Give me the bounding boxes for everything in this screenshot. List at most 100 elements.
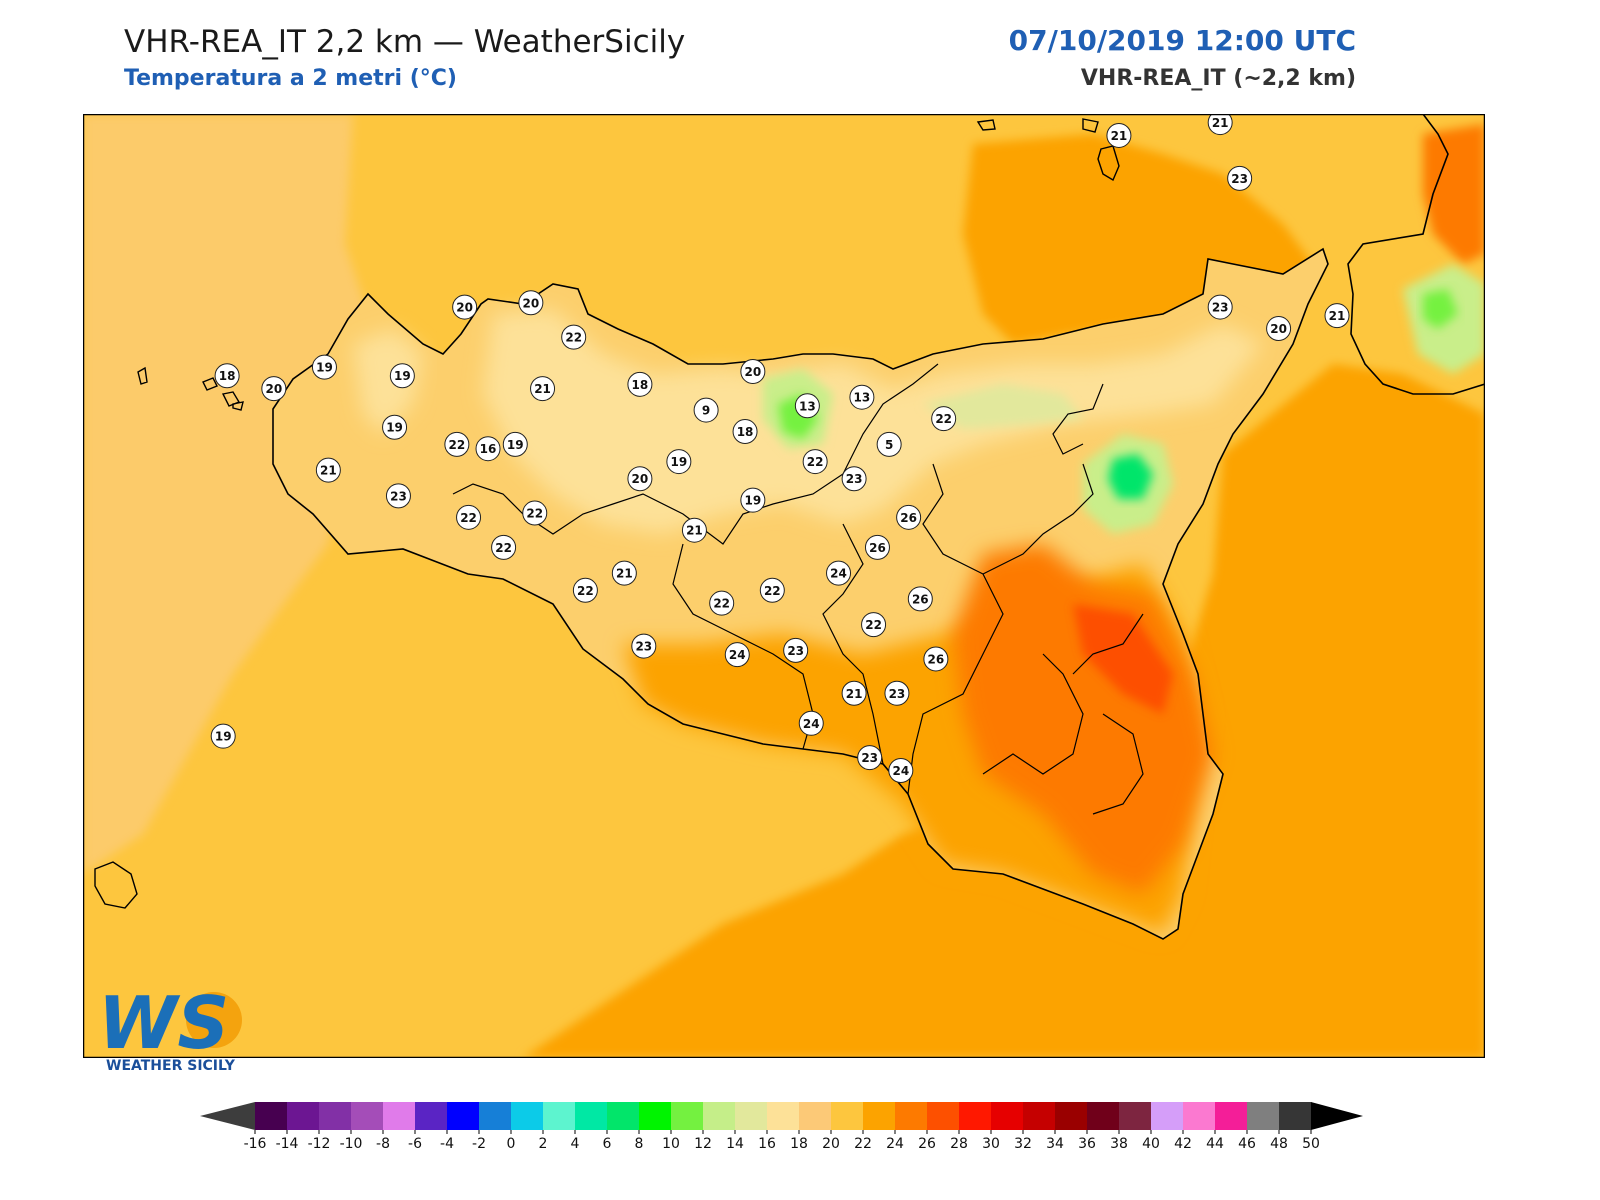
temperature-map: 21 21 23 20 20 22 23 21 20 18 19 19 20 21 18 9 20 13 13 22 1…: [83, 114, 1485, 1058]
marettimo-island: [137, 366, 148, 385]
colorbar-tick-label: 50: [1302, 1136, 1320, 1152]
temperature-label: 22: [759, 577, 785, 603]
temperature-label: 19: [382, 414, 408, 440]
temperature-label-value: 22: [713, 597, 730, 611]
temperature-label: 26: [896, 504, 922, 530]
temperature-label-marker: [210, 723, 236, 749]
colorbar-swatch: [447, 1102, 480, 1130]
temperature-label: 18: [732, 419, 758, 445]
temperature-label-marker: [522, 500, 548, 526]
temperature-label-marker: [740, 487, 766, 513]
temperature-label-value: 23: [635, 640, 652, 654]
temperature-label-value: 20: [456, 301, 473, 315]
colorbar-swatch: [607, 1102, 640, 1130]
temperature-label-value: 9: [702, 404, 710, 418]
temperature-label: 26: [923, 646, 949, 672]
colorbar-tick-label: 20: [822, 1136, 840, 1152]
temperature-label: 20: [261, 376, 287, 402]
colorbar-tick-label: 40: [1142, 1136, 1160, 1152]
colorbar-swatch: [479, 1102, 512, 1130]
temperature-label: 23: [841, 466, 867, 492]
temperature-label-marker: [502, 431, 528, 457]
temperature-label-value: 26: [869, 541, 886, 555]
calabria-warm: [1423, 124, 1485, 264]
temperature-label-value: 26: [900, 511, 917, 525]
temperature-label: 21: [1324, 303, 1350, 329]
colorbar-tick-label: 12: [694, 1136, 712, 1152]
temperature-label-marker: [261, 376, 287, 402]
temperature-label-value: 22: [865, 618, 882, 632]
temperature-label: 21: [681, 517, 707, 543]
temperature-label-marker: [693, 397, 719, 423]
temperature-label-value: 22: [577, 584, 594, 598]
temperature-label-value: 20: [1270, 322, 1287, 336]
colorbar-tick-label: 4: [571, 1136, 580, 1152]
temperature-label: 23: [1227, 165, 1253, 191]
temperature-label-value: 24: [830, 567, 847, 581]
temperature-label: 20: [452, 294, 478, 320]
temperature-label-marker: [732, 419, 758, 445]
model-name: VHR-REA_IT (~2,2 km): [1080, 66, 1356, 91]
temperature-label: 21: [1207, 114, 1233, 136]
colorbar-tick-label: 34: [1046, 1136, 1064, 1152]
temperature-label: 23: [631, 633, 657, 659]
temperature-label-value: 22: [495, 541, 512, 555]
logo-letters: WS: [98, 981, 229, 1065]
cold-zone-aspromonte-core: [1423, 289, 1458, 329]
temperature-label-value: 22: [526, 507, 543, 521]
colorbar-swatch: [575, 1102, 608, 1130]
calabria-coastline: [1347, 114, 1485, 395]
temperature-label-marker: [857, 745, 883, 771]
temperature-label-marker: [931, 406, 957, 432]
egadi-islands: [202, 377, 244, 411]
colorbar-swatch: [543, 1102, 576, 1130]
temperature-label-value: 23: [390, 489, 407, 503]
temperature-label: 19: [502, 431, 528, 457]
temperature-label: 24: [888, 758, 914, 784]
temperature-label-marker: [888, 758, 914, 784]
temperature-label: 20: [740, 358, 766, 384]
temperature-label: 21: [530, 376, 556, 402]
colorbar-swatch: [735, 1102, 768, 1130]
colorbar-swatch: [1023, 1102, 1056, 1130]
temperature-label-marker: [802, 449, 828, 475]
temperature-label-marker: [1106, 122, 1132, 148]
aeolian-island-2: [1082, 118, 1099, 133]
colorbar-tick-label: 44: [1206, 1136, 1224, 1152]
colorbar-swatch: [959, 1102, 992, 1130]
temperature-label-marker: [214, 363, 240, 389]
colorbar-swatch: [1215, 1102, 1248, 1130]
temperature-label-value: 23: [846, 472, 863, 486]
temperature-label: 23: [857, 745, 883, 771]
colorbar-tick-label: -16: [244, 1136, 267, 1152]
colorbar-tick-label: 6: [603, 1136, 612, 1152]
temperature-label-marker: [530, 376, 556, 402]
colorbar-tick-label: 32: [1014, 1136, 1032, 1152]
temperature-label: 24: [826, 560, 852, 586]
temperature-label-value: 23: [889, 687, 906, 701]
temperature-label-value: 23: [1231, 172, 1248, 186]
temperature-label-marker: [561, 324, 587, 350]
colorbar-tick-label: 24: [886, 1136, 904, 1152]
colorbar-tick-label: -2: [472, 1136, 486, 1152]
temperature-label-value: 20: [632, 472, 649, 486]
temperature-label-marker: [627, 371, 653, 397]
temperature-label-marker: [1207, 114, 1233, 136]
temperature-label-marker: [385, 483, 411, 509]
temperature-label-marker: [452, 294, 478, 320]
colorbar-swatch: [799, 1102, 832, 1130]
cool-zone-nebrodi: [923, 384, 1083, 429]
temperature-label-value: 22: [565, 331, 582, 345]
temperature-label: 18: [627, 371, 653, 397]
temperature-label-marker: [841, 680, 867, 706]
colorbar-tick-label: 36: [1078, 1136, 1096, 1152]
temperature-label: 22: [861, 612, 887, 638]
temperature-label-marker: [876, 431, 902, 457]
temperature-label: 20: [518, 290, 544, 316]
temperature-label: 22: [572, 577, 598, 603]
colorbar-swatch: [1151, 1102, 1184, 1130]
temperature-label: 21: [1106, 122, 1132, 148]
colorbar-tick-label: -4: [440, 1136, 454, 1152]
temperature-label-marker: [315, 457, 341, 483]
temperature-label: 22: [491, 534, 517, 560]
